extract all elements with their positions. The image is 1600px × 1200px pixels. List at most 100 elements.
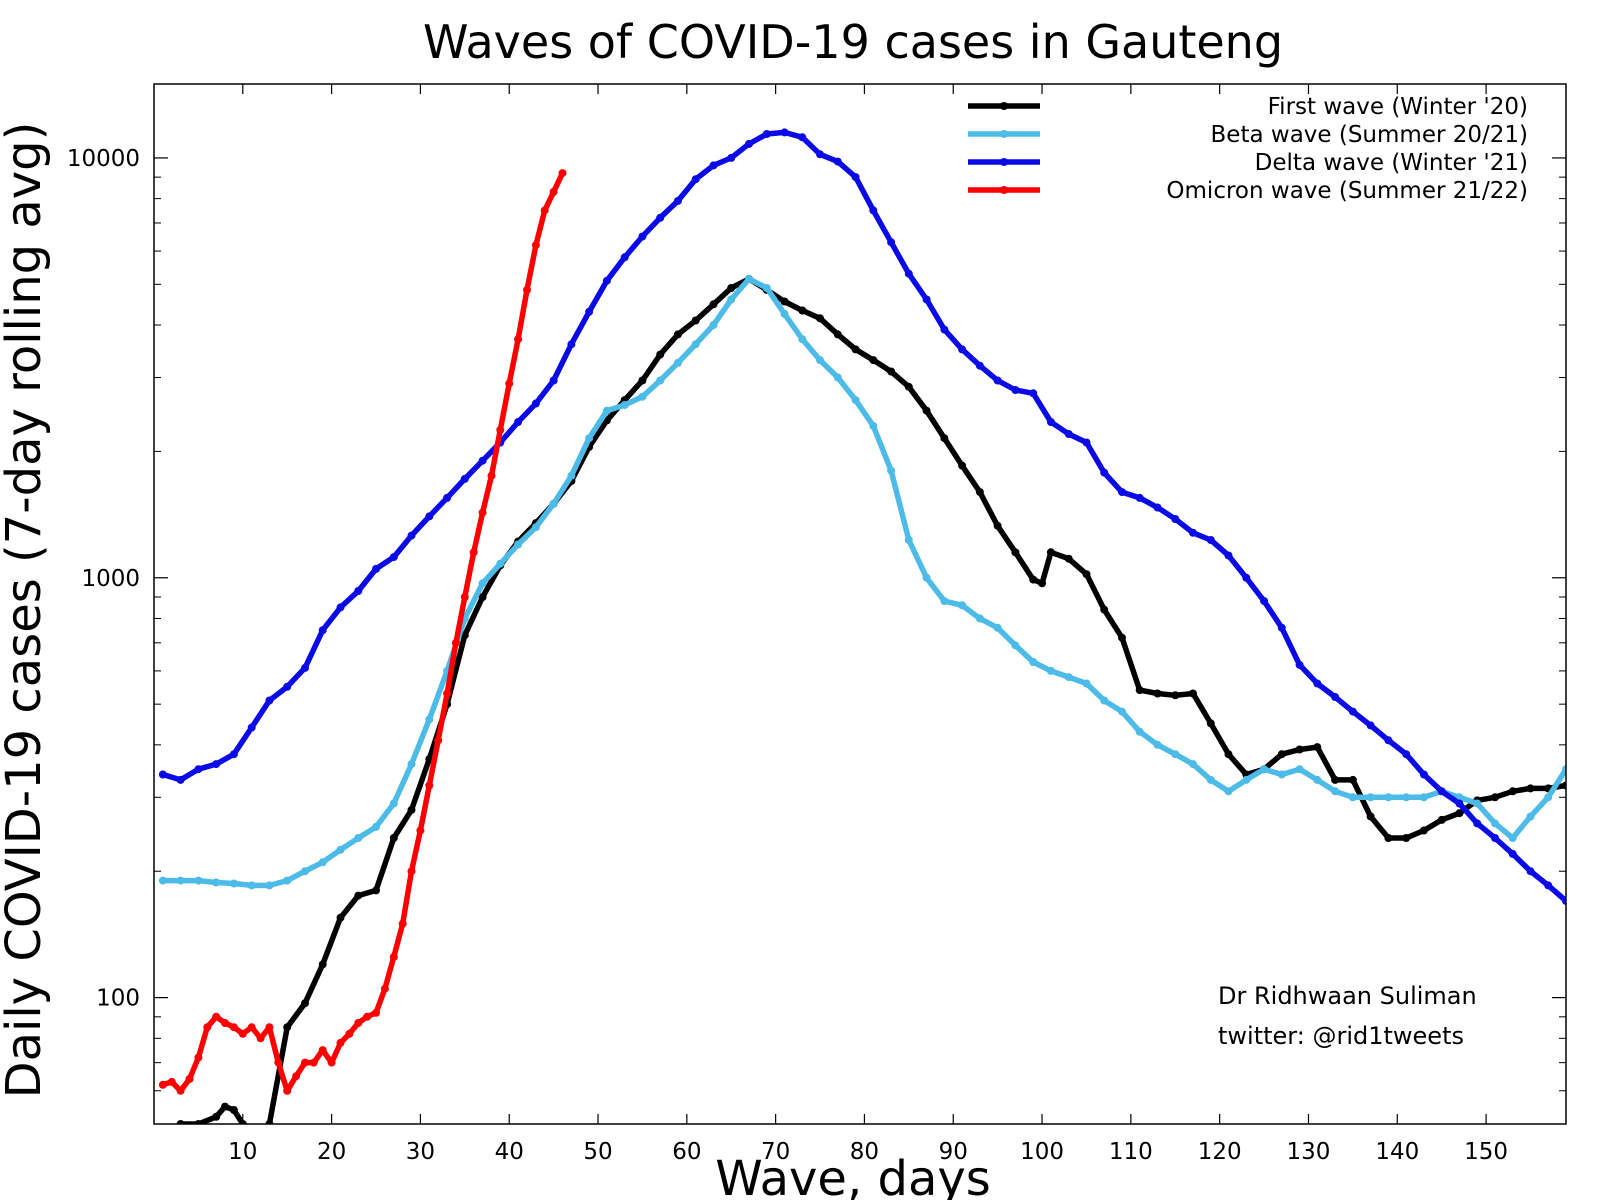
- data-point: [1402, 750, 1411, 759]
- data-point: [478, 579, 487, 588]
- data-point: [265, 696, 274, 705]
- data-point: [1526, 867, 1535, 876]
- data-point: [1082, 679, 1091, 688]
- data-point: [958, 461, 967, 470]
- data-point: [851, 173, 860, 182]
- data-point: [478, 508, 487, 517]
- data-point: [1348, 775, 1357, 784]
- data-point: [1171, 750, 1180, 759]
- y-axis-label: Daily COVID-19 cases (7-day rolling avg): [0, 122, 52, 1099]
- data-point: [762, 284, 771, 292]
- data-point: [336, 913, 345, 922]
- data-point: [212, 1112, 221, 1121]
- data-point: [158, 770, 167, 779]
- data-point: [745, 274, 753, 283]
- data-point: [638, 232, 647, 241]
- data-point: [505, 379, 514, 388]
- data-point: [194, 1120, 203, 1124]
- data-point: [407, 531, 416, 540]
- data-point: [816, 150, 824, 159]
- data-point: [354, 587, 363, 595]
- data-point: [922, 573, 931, 582]
- data-point: [993, 623, 1002, 632]
- data-point: [469, 548, 478, 557]
- data-point: [212, 760, 221, 769]
- data-point: [398, 919, 407, 928]
- data-point: [1473, 799, 1482, 808]
- data-point: [265, 1120, 274, 1124]
- data-point: [389, 834, 398, 842]
- x-axis-label: Wave, days: [715, 1151, 991, 1200]
- data-point: [1437, 815, 1446, 824]
- data-point: [1046, 418, 1055, 426]
- data-point: [194, 876, 203, 885]
- data-point: [354, 1019, 363, 1027]
- data-point: [434, 736, 443, 745]
- data-point: [1331, 775, 1340, 784]
- data-point: [1419, 793, 1428, 802]
- data-point: [638, 392, 647, 401]
- data-point: [602, 276, 611, 285]
- data-point: [416, 826, 425, 835]
- data-point: [336, 603, 345, 612]
- data-point: [478, 593, 487, 601]
- data-point: [1295, 660, 1304, 669]
- data-point: [372, 886, 380, 895]
- data-point: [1491, 834, 1499, 842]
- data-point: [1437, 787, 1446, 796]
- data-point: [372, 1008, 380, 1017]
- data-point: [1038, 579, 1047, 588]
- data-point: [1100, 696, 1109, 705]
- data-point: [869, 421, 878, 430]
- data-point: [709, 300, 718, 309]
- data-point: [443, 689, 452, 698]
- data-point: [851, 345, 860, 354]
- data-point: [1526, 784, 1535, 793]
- data-point: [1224, 750, 1233, 759]
- data-point: [1402, 793, 1411, 802]
- data-point: [1189, 528, 1197, 537]
- data-point: [1171, 515, 1180, 523]
- data-point: [691, 340, 700, 349]
- data-point: [372, 822, 380, 831]
- data-point: [1011, 548, 1020, 557]
- data-point: [514, 335, 523, 344]
- data-point: [1118, 488, 1126, 497]
- data-point: [478, 456, 487, 465]
- data-point: [265, 881, 274, 890]
- data-point: [283, 682, 292, 691]
- x-tick-label: 150: [1464, 1139, 1508, 1165]
- data-point: [1419, 770, 1428, 779]
- data-point: [958, 345, 967, 354]
- data-point: [425, 755, 434, 764]
- data-point: [487, 471, 496, 480]
- data-point: [531, 523, 540, 532]
- data-point: [1206, 775, 1215, 784]
- legend-swatch-point: [1000, 186, 1008, 194]
- data-point: [460, 631, 469, 640]
- data-point: [1153, 689, 1162, 698]
- data-point: [620, 401, 629, 409]
- data-point: [1313, 679, 1322, 688]
- data-point: [1011, 386, 1020, 394]
- data-point: [301, 867, 309, 876]
- data-point: [673, 330, 682, 339]
- data-point: [1348, 793, 1357, 802]
- data-point: [1562, 781, 1566, 790]
- data-point: [1206, 536, 1215, 544]
- data-point: [673, 196, 682, 205]
- data-point: [904, 269, 913, 278]
- data-point: [1455, 809, 1464, 818]
- data-point: [602, 406, 611, 415]
- data-point: [1508, 787, 1517, 796]
- data-point: [265, 1023, 274, 1032]
- data-point: [1277, 623, 1286, 632]
- data-point: [212, 878, 221, 887]
- data-point: [727, 153, 736, 162]
- data-point: [221, 1019, 229, 1027]
- data-point: [1189, 760, 1197, 769]
- data-point: [1224, 787, 1233, 796]
- data-point: [167, 1077, 176, 1086]
- x-tick-label: 60: [672, 1139, 701, 1165]
- data-point: [1029, 658, 1038, 666]
